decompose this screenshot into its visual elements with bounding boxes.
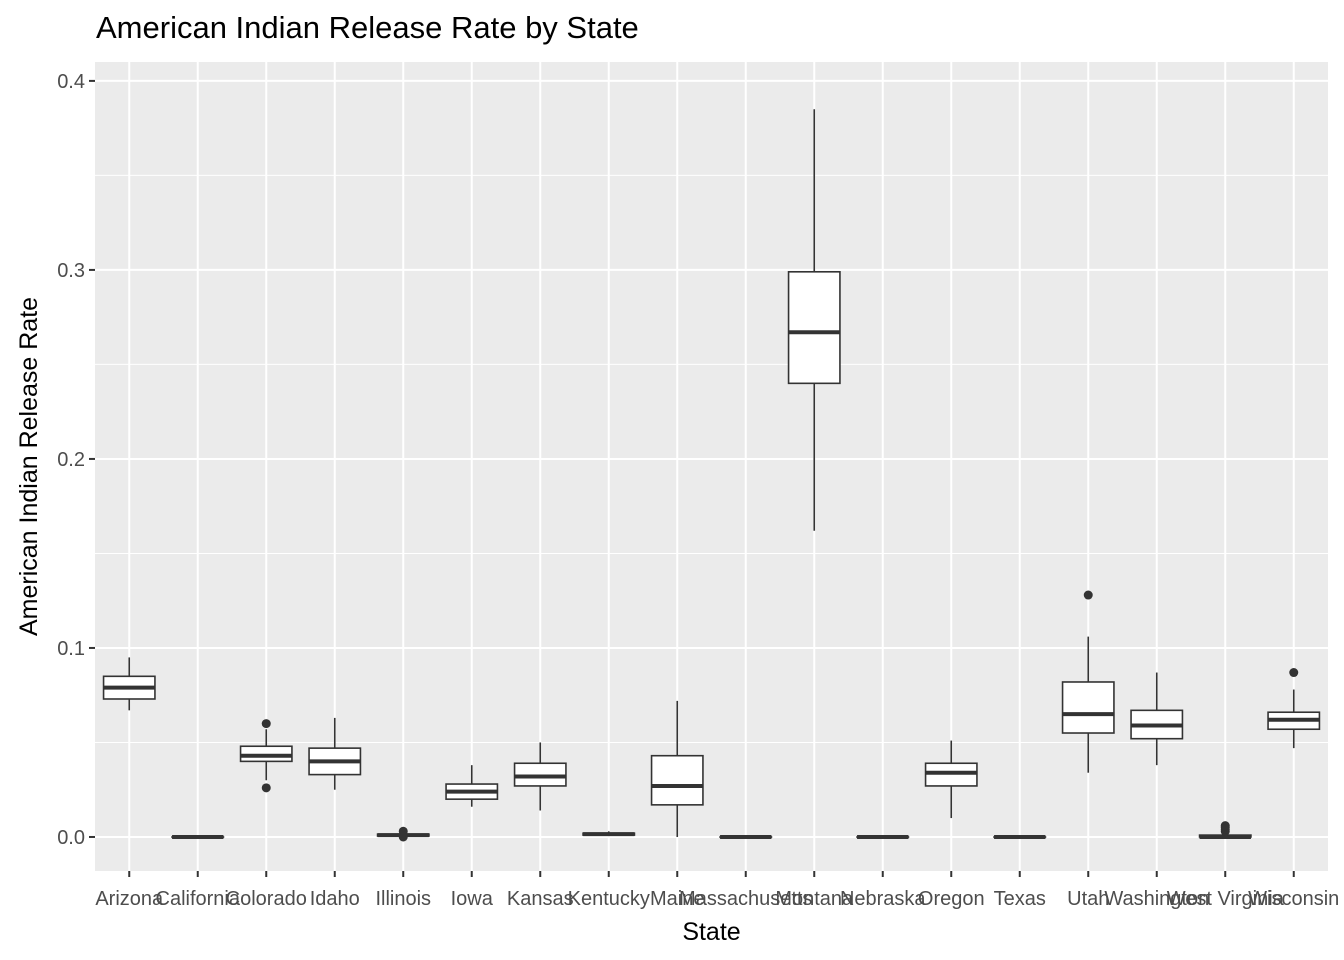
box-iqr: [650, 754, 704, 806]
outlier-point: [1083, 590, 1093, 600]
outlier-point: [1289, 668, 1299, 678]
y-tick-label: 0.2: [57, 449, 85, 471]
x-tick-label: Massachusetts: [679, 888, 812, 910]
y-tick-label: 0.1: [57, 638, 85, 660]
x-tick-label: Kentucky: [568, 888, 650, 910]
chart-title: American Indian Release Rate by State: [96, 10, 639, 45]
outlier-point: [261, 783, 271, 793]
y-tick-label: 0.0: [57, 827, 85, 849]
x-tick-label: Idaho: [310, 888, 360, 910]
x-tick-label: Maine: [650, 888, 704, 910]
x-tick-label: Utah: [1067, 888, 1109, 910]
x-tick-label: Arizona: [95, 888, 164, 910]
y-axis-title: American Indian Release Rate: [15, 297, 43, 636]
x-tick-label: Wisconsin: [1248, 888, 1339, 910]
x-tick-label: Montana: [775, 888, 854, 910]
x-tick-label: Texas: [994, 888, 1046, 910]
y-tick-label: 0.3: [57, 260, 85, 282]
plot-panel: [95, 62, 1328, 871]
outlier-point: [398, 832, 408, 842]
x-tick-label: Kansas: [507, 888, 574, 910]
x-tick-label: Iowa: [451, 888, 494, 910]
outlier-point: [1220, 821, 1230, 831]
outlier-point: [261, 719, 271, 729]
x-axis-title: State: [682, 918, 740, 946]
x-tick-label: Colorado: [226, 888, 307, 910]
x-tick-label: Washington: [1104, 888, 1209, 910]
y-tick-label: 0.4: [57, 71, 85, 93]
x-tick-label: Illinois: [375, 888, 431, 910]
x-tick-label: Oregon: [918, 888, 985, 910]
box-iqr: [787, 271, 841, 385]
x-tick-label: West Virginia: [1167, 888, 1285, 910]
box-iqr: [1061, 681, 1115, 734]
x-tick-label: Nebraska: [840, 888, 926, 910]
x-tick-label: California: [156, 888, 241, 910]
